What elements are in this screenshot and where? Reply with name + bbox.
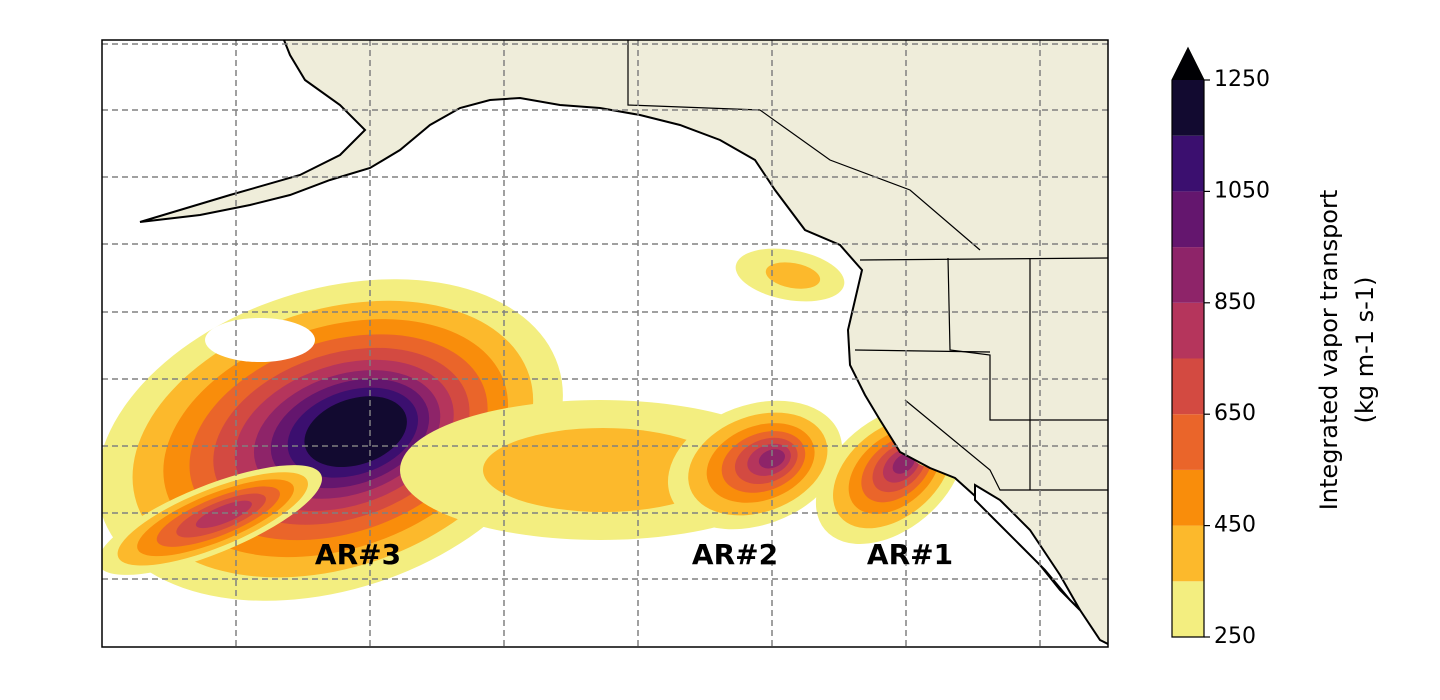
colorbar-tick-label: 650 bbox=[1214, 401, 1256, 426]
colorbar-tick-label: 450 bbox=[1214, 513, 1256, 538]
border bbox=[904, 399, 1108, 491]
colorbar-band bbox=[1172, 581, 1204, 637]
map-frame bbox=[101, 39, 1109, 648]
colorbar-label: (kg m-1 s-1) bbox=[1351, 277, 1379, 424]
colorbar-band bbox=[1172, 247, 1204, 303]
colorbar-tick-label: 1050 bbox=[1214, 178, 1270, 203]
ivt-contour bbox=[765, 262, 821, 289]
border bbox=[854, 349, 991, 353]
colorbar: 250 450 650 850 1050 1250 bbox=[1171, 46, 1270, 649]
colorbar-band bbox=[1172, 414, 1204, 470]
ivt-contour bbox=[892, 453, 915, 474]
border bbox=[627, 40, 761, 111]
colorbar-band bbox=[1172, 358, 1204, 415]
colorbar-extend bbox=[1172, 48, 1204, 80]
annotation: AR#2 bbox=[692, 538, 778, 571]
annotation: AR#3 bbox=[315, 538, 401, 571]
colorbar-band bbox=[1172, 80, 1204, 136]
colorbar-frame bbox=[1171, 46, 1205, 638]
border bbox=[859, 257, 1108, 261]
ivt-contour bbox=[304, 396, 407, 468]
map-layer bbox=[102, 40, 1108, 647]
border bbox=[947, 257, 1108, 421]
colorbar-band bbox=[1172, 135, 1204, 192]
colorbar-tick-label: 850 bbox=[1214, 290, 1256, 315]
colorbar-label: Integrated vapor transport bbox=[1315, 190, 1343, 511]
colorbar-band bbox=[1172, 469, 1204, 526]
colorbar-tick-label: 1250 bbox=[1214, 67, 1270, 92]
colorbar-tick-label: 250 bbox=[1214, 624, 1256, 649]
colorbar-band bbox=[1172, 525, 1204, 582]
ivt-contour bbox=[483, 428, 723, 512]
colorbar-band bbox=[1172, 191, 1204, 248]
border bbox=[759, 109, 981, 251]
colorbar-band bbox=[1172, 302, 1204, 359]
ivt-contour bbox=[195, 500, 252, 529]
annotation: AR#1 bbox=[867, 538, 953, 571]
ivt-contour bbox=[758, 449, 785, 469]
ivt-hole bbox=[205, 318, 315, 362]
